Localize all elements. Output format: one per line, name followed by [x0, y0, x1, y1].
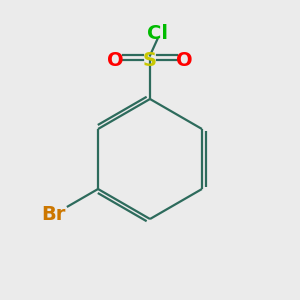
Text: O: O	[176, 50, 193, 70]
Text: O: O	[107, 50, 124, 70]
Text: Cl: Cl	[147, 23, 168, 43]
Text: Br: Br	[42, 205, 66, 224]
Text: S: S	[143, 50, 157, 70]
